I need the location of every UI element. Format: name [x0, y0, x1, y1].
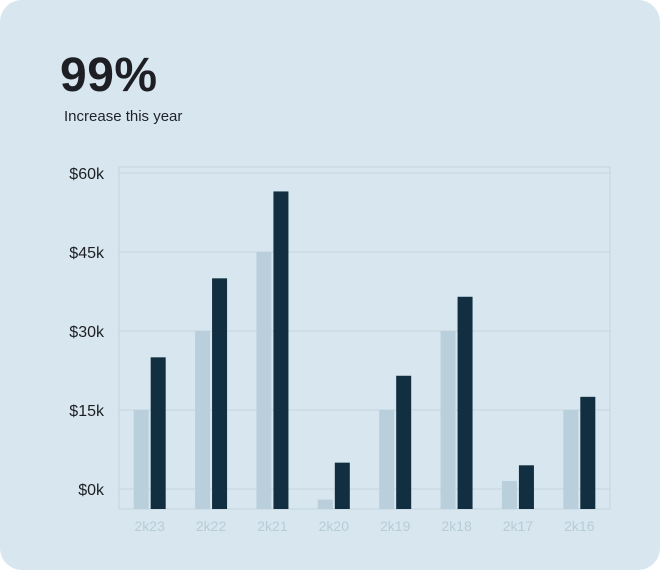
y-tick-label: $0k [78, 482, 105, 499]
bar-dark [457, 296, 473, 509]
bar-dark [212, 278, 228, 509]
bar-light [256, 252, 272, 509]
plot-frame [118, 166, 611, 510]
bar-dark [334, 462, 350, 509]
x-tick-label: 2k19 [380, 518, 411, 534]
x-tick-label: 2k22 [196, 518, 227, 534]
y-tick-label: $15k [69, 403, 105, 420]
bar-light [379, 410, 395, 509]
headline-percentage: 99% [60, 49, 158, 102]
bar-light [133, 410, 149, 509]
x-tick-label: 2k18 [441, 518, 472, 534]
x-tick-label: 2k20 [319, 518, 350, 534]
bar-light [195, 331, 211, 509]
x-tick-label: 2k23 [135, 518, 166, 534]
grid-lines [118, 166, 611, 510]
y-tick-label: $45k [69, 245, 105, 262]
bars [133, 191, 596, 509]
headline-caption: Increase this year [64, 108, 183, 125]
x-tick-label: 2k21 [257, 518, 288, 534]
bar-dark [580, 396, 596, 509]
bar-dark [273, 191, 289, 509]
x-tick-label: 2k17 [503, 518, 534, 534]
y-tick-label: $30k [69, 324, 105, 341]
y-axis-ticks: $0k $15k $30k $45k $60k [69, 166, 105, 499]
bar-light [563, 410, 579, 509]
y-tick-label: $60k [69, 166, 105, 183]
bar-light [317, 499, 333, 509]
bar-light [440, 331, 456, 509]
bar-light [501, 481, 517, 509]
bar-dark [396, 375, 412, 509]
bar-dark [518, 465, 534, 509]
bar-dark [150, 357, 166, 509]
x-axis-ticks: 2k23 2k22 2k21 2k20 2k19 2k18 2k17 2k16 [135, 518, 595, 534]
x-tick-label: 2k16 [564, 518, 595, 534]
